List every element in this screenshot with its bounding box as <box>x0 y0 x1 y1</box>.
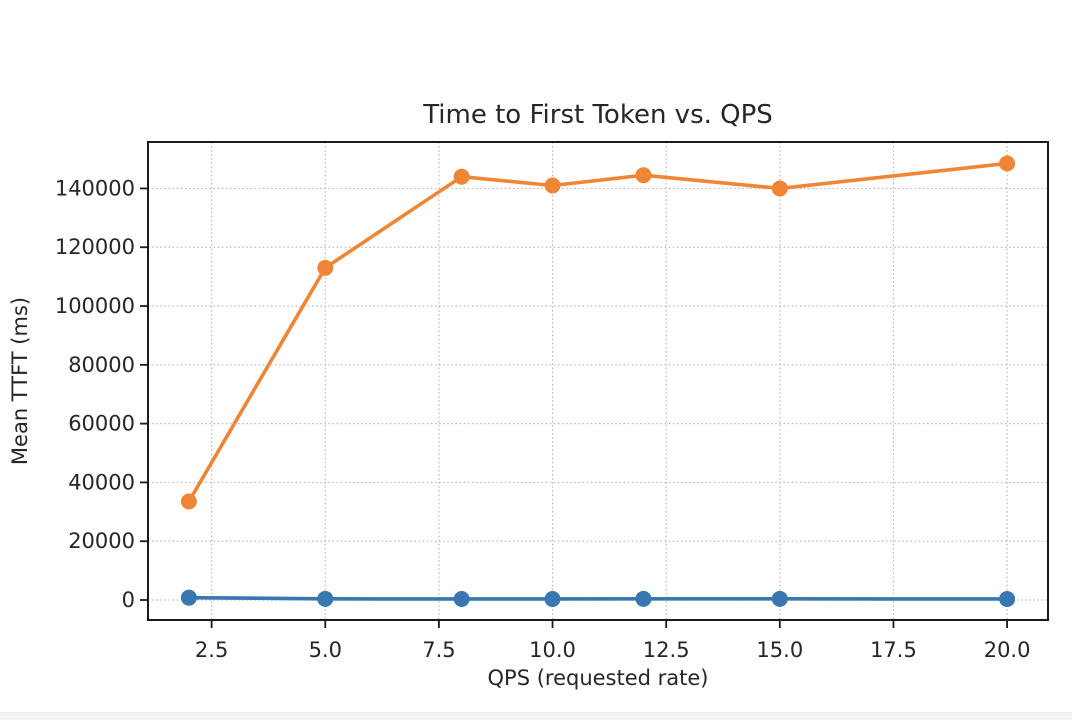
y-tick-label: 0 <box>122 588 135 612</box>
series-line-blue <box>187 595 1009 601</box>
window-bottom-strip <box>0 712 1072 720</box>
chart-title: Time to First Token vs. QPS <box>423 100 773 130</box>
data-point-blue <box>635 590 652 607</box>
data-point-blue <box>999 590 1016 607</box>
series-line-orange <box>187 161 1009 504</box>
data-point-orange <box>317 259 334 276</box>
plot-border <box>147 141 1049 621</box>
x-tick-label: 12.5 <box>643 638 690 662</box>
y-axis-label: Mean TTFT (ms) <box>8 296 32 466</box>
y-tick-label: 80000 <box>68 353 135 377</box>
x-axis-label: QPS (requested rate) <box>487 666 709 690</box>
x-tick-label: 15.0 <box>756 638 803 662</box>
data-point-orange <box>544 177 561 194</box>
x-tick-label: 20.0 <box>984 638 1031 662</box>
y-tick-label: 120000 <box>55 235 135 259</box>
x-tick-label: 5.0 <box>309 638 342 662</box>
data-point-orange <box>999 155 1016 172</box>
x-tick-label: 10.0 <box>529 638 576 662</box>
data-point-blue <box>544 590 561 607</box>
y-tick-label: 140000 <box>55 176 135 200</box>
data-point-orange <box>771 180 788 197</box>
y-tick-label: 20000 <box>68 529 135 553</box>
data-point-blue <box>771 590 788 607</box>
x-tick-label: 2.5 <box>195 638 228 662</box>
data-point-orange <box>453 168 470 185</box>
data-point-orange <box>180 493 197 510</box>
data-point-blue <box>317 590 334 607</box>
data-point-blue <box>453 590 470 607</box>
y-tick-label: 40000 <box>68 470 135 494</box>
x-tick-label: 7.5 <box>422 638 455 662</box>
x-tick-label: 17.5 <box>870 638 917 662</box>
y-tick-label: 100000 <box>55 294 135 318</box>
y-tick-label: 60000 <box>68 412 135 436</box>
data-point-orange <box>635 167 652 184</box>
data-point-blue <box>180 589 197 606</box>
